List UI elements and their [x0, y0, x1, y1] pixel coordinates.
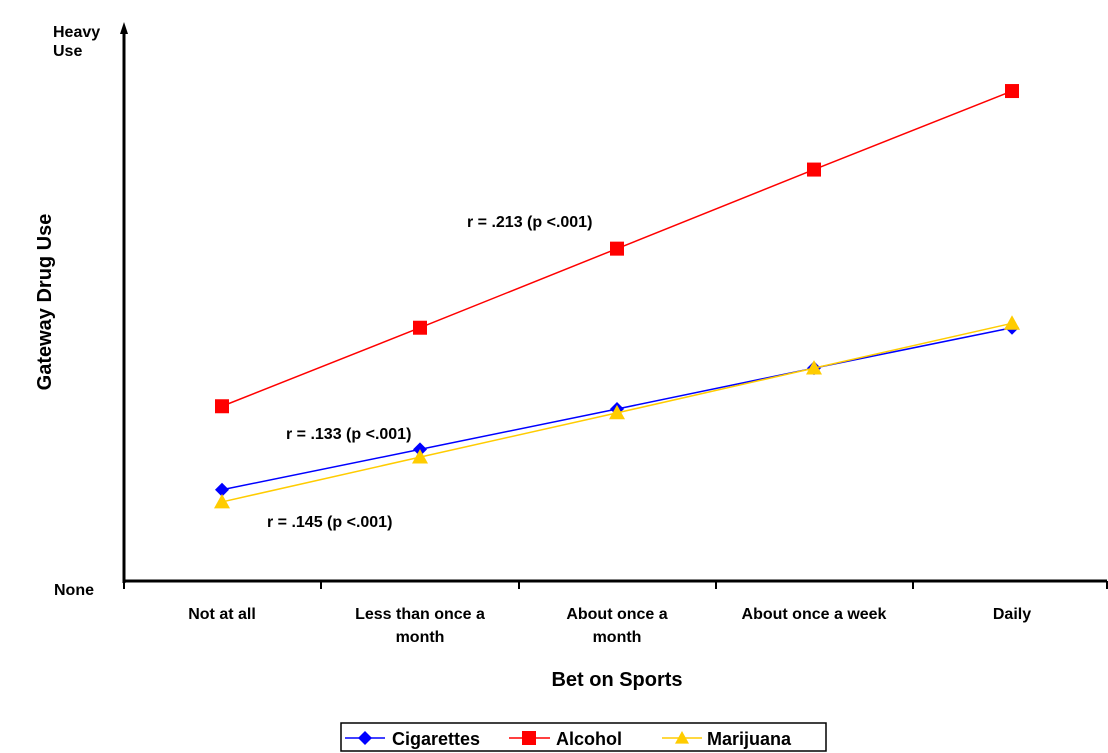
data-point	[214, 493, 230, 509]
data-point	[1004, 315, 1020, 330]
legend-box	[340, 722, 827, 752]
series-alcohol	[215, 84, 1019, 414]
y-axis-arrow	[120, 22, 128, 34]
y-top-label-line-1: Heavy	[53, 24, 100, 41]
x-tick-label-line: About once a	[566, 606, 667, 623]
y-top-label-line-2: Use	[53, 43, 82, 60]
data-point	[215, 482, 229, 497]
data-point	[609, 404, 625, 420]
x-tick-label: Not at all	[188, 606, 256, 623]
annotation-marijuana: r = .145 (p <.001)	[267, 514, 392, 531]
legend: Cigarettes Alcohol Marijuana	[340, 722, 827, 752]
data-point	[806, 360, 822, 375]
x-tick-label-line: Daily	[993, 606, 1031, 623]
legend-marker	[675, 731, 689, 744]
x-axis-title: Bet on Sports	[551, 669, 682, 691]
annotation-alcohol: r = .213 (p <.001)	[467, 214, 592, 231]
legend-item-alcohol: Alcohol	[509, 729, 622, 749]
x-tick-label: Daily	[993, 606, 1031, 623]
x-tick-label-line: Less than once a	[355, 606, 485, 623]
data-point	[1005, 84, 1019, 99]
x-tick-label: About once a month	[566, 606, 667, 646]
x-tick-label-line: month	[396, 629, 445, 646]
legend-item-marijuana: Marijuana	[662, 729, 792, 749]
legend-label: Alcohol	[556, 729, 622, 749]
data-point	[413, 320, 427, 335]
data-point	[412, 449, 428, 464]
x-axis-ticks	[123, 581, 1108, 589]
x-tick-label-line: About once a week	[742, 606, 887, 623]
x-tick-label: About once a week	[742, 606, 887, 623]
legend-marker	[522, 731, 536, 745]
data-point	[807, 162, 821, 177]
x-tick-label: Less than once a month	[355, 606, 485, 646]
legend-label: Cigarettes	[392, 729, 480, 749]
y-axis-title: Gateway Drug Use	[34, 214, 56, 391]
y-top-label: Heavy Use	[53, 24, 105, 60]
x-tick-label-line: month	[593, 629, 642, 646]
annotation-cigarettes: r = .133 (p <.001)	[286, 426, 411, 443]
series-layer	[214, 84, 1020, 509]
legend-item-cigarettes: Cigarettes	[345, 729, 480, 749]
x-tick-label-line: Not at all	[188, 606, 256, 623]
legend-marker	[358, 731, 372, 745]
y-bottom-label: None	[54, 582, 94, 599]
series-marijuana	[214, 315, 1020, 509]
data-point	[215, 399, 229, 414]
data-point	[610, 241, 624, 256]
legend-items: Cigarettes Alcohol Marijuana	[345, 729, 792, 749]
legend-label: Marijuana	[707, 729, 792, 749]
